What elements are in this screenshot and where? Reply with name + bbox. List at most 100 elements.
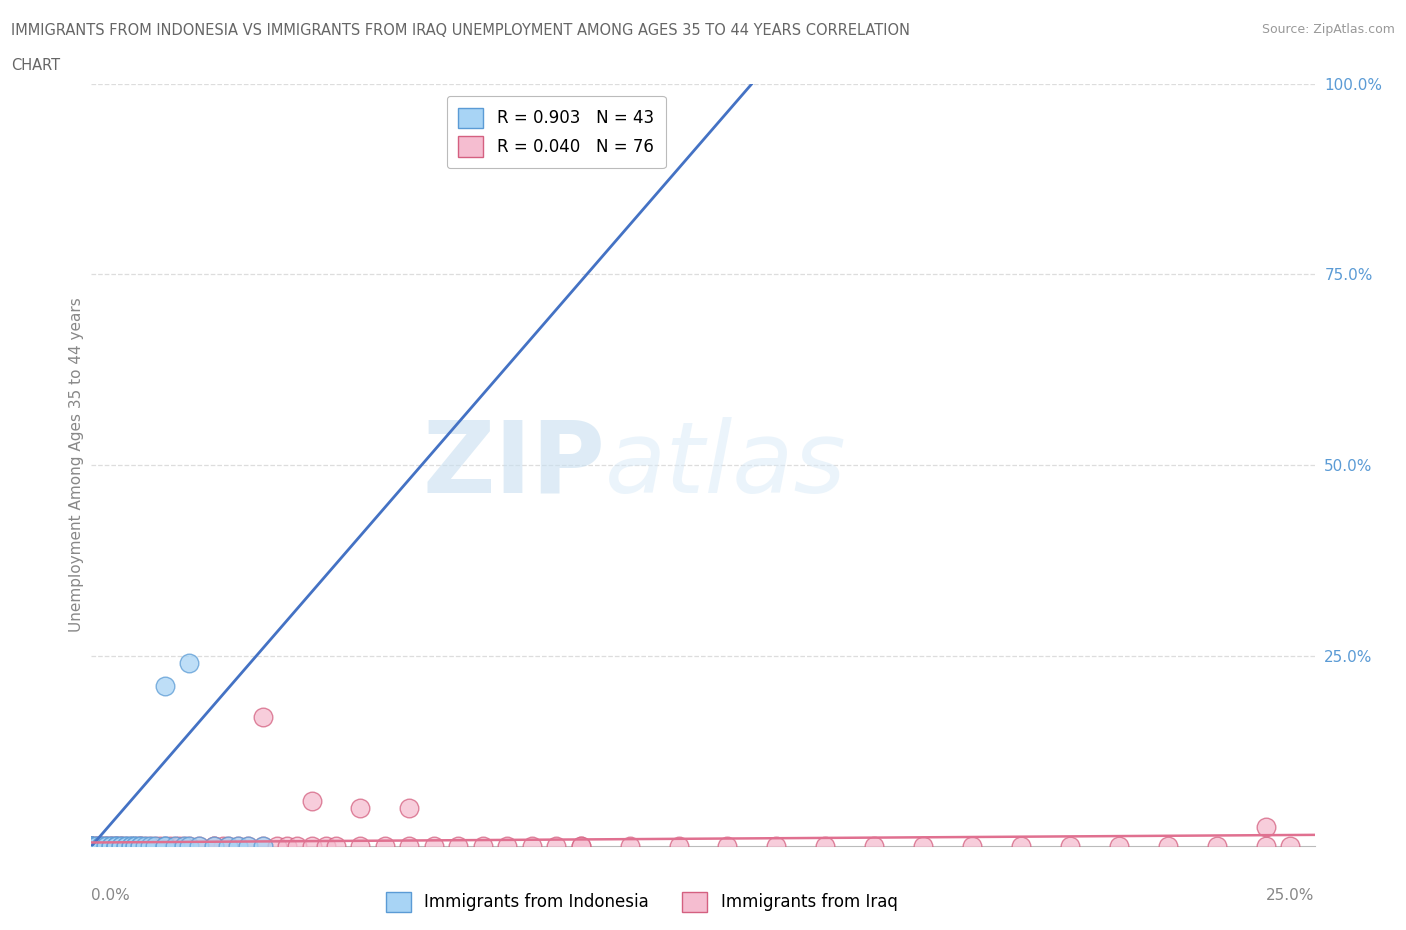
Point	[217, 839, 239, 854]
Point	[80, 839, 103, 854]
Point	[471, 839, 494, 854]
Point	[163, 839, 186, 854]
Point	[202, 839, 225, 854]
Point	[139, 839, 162, 854]
Point	[129, 839, 152, 854]
Point	[202, 839, 225, 854]
Point	[100, 839, 122, 854]
Point	[252, 710, 274, 724]
Point	[163, 839, 186, 854]
Point	[1205, 839, 1227, 854]
Text: atlas: atlas	[605, 417, 846, 513]
Point	[104, 839, 127, 854]
Point	[398, 839, 420, 854]
Point	[398, 801, 420, 816]
Point	[619, 839, 641, 854]
Point	[374, 839, 396, 854]
Point	[153, 679, 176, 694]
Point	[252, 839, 274, 854]
Point	[84, 839, 107, 854]
Text: IMMIGRANTS FROM INDONESIA VS IMMIGRANTS FROM IRAQ UNEMPLOYMENT AMONG AGES 35 TO : IMMIGRANTS FROM INDONESIA VS IMMIGRANTS …	[11, 23, 910, 38]
Point	[212, 839, 235, 854]
Point	[169, 839, 191, 854]
Point	[124, 839, 146, 854]
Text: CHART: CHART	[11, 58, 60, 73]
Point	[1254, 839, 1277, 854]
Legend: Immigrants from Indonesia, Immigrants from Iraq: Immigrants from Indonesia, Immigrants fr…	[380, 885, 904, 919]
Point	[104, 839, 127, 854]
Point	[226, 839, 249, 854]
Point	[94, 839, 117, 854]
Point	[173, 839, 195, 854]
Point	[80, 839, 103, 854]
Point	[569, 839, 592, 854]
Point	[179, 656, 201, 671]
Point	[179, 839, 201, 854]
Point	[153, 839, 176, 854]
Y-axis label: Unemployment Among Ages 35 to 44 years: Unemployment Among Ages 35 to 44 years	[69, 298, 84, 632]
Point	[110, 839, 132, 854]
Point	[423, 839, 446, 854]
Point	[110, 839, 132, 854]
Point	[285, 839, 308, 854]
Point	[188, 839, 211, 854]
Point	[94, 839, 117, 854]
Point	[80, 839, 103, 854]
Point	[80, 839, 103, 854]
Point	[134, 839, 156, 854]
Point	[188, 839, 211, 854]
Point	[120, 839, 142, 854]
Point	[84, 839, 107, 854]
Point	[301, 793, 323, 808]
Point	[266, 839, 288, 854]
Point	[90, 839, 112, 854]
Point	[84, 839, 107, 854]
Point	[94, 839, 117, 854]
Point	[252, 839, 274, 854]
Point	[1402, 206, 1406, 220]
Point	[217, 839, 239, 854]
Point	[80, 839, 103, 854]
Point	[153, 839, 176, 854]
Point	[114, 839, 136, 854]
Point	[349, 839, 371, 854]
Point	[100, 839, 122, 854]
Point	[1254, 820, 1277, 835]
Point	[80, 839, 103, 854]
Point	[226, 839, 249, 854]
Point	[236, 839, 259, 854]
Point	[1279, 839, 1302, 854]
Text: 25.0%: 25.0%	[1267, 888, 1315, 903]
Point	[301, 839, 323, 854]
Point	[236, 839, 259, 854]
Point	[520, 839, 543, 854]
Text: 0.0%: 0.0%	[91, 888, 131, 903]
Point	[863, 839, 886, 854]
Point	[1157, 839, 1180, 854]
Point	[668, 839, 690, 854]
Point	[569, 839, 592, 854]
Point	[960, 839, 983, 854]
Point	[912, 839, 935, 854]
Point	[143, 839, 166, 854]
Point	[104, 839, 127, 854]
Point	[110, 839, 132, 854]
Point	[447, 839, 470, 854]
Point	[765, 839, 787, 854]
Point	[149, 839, 172, 854]
Point	[114, 839, 136, 854]
Point	[114, 839, 136, 854]
Point	[80, 839, 103, 854]
Point	[124, 839, 146, 854]
Point	[100, 839, 122, 854]
Point	[716, 839, 738, 854]
Point	[104, 839, 127, 854]
Point	[129, 839, 152, 854]
Text: ZIP: ZIP	[422, 417, 605, 513]
Point	[129, 839, 152, 854]
Point	[1010, 839, 1032, 854]
Text: Source: ZipAtlas.com: Source: ZipAtlas.com	[1261, 23, 1395, 36]
Point	[349, 801, 371, 816]
Point	[134, 839, 156, 854]
Point	[143, 839, 166, 854]
